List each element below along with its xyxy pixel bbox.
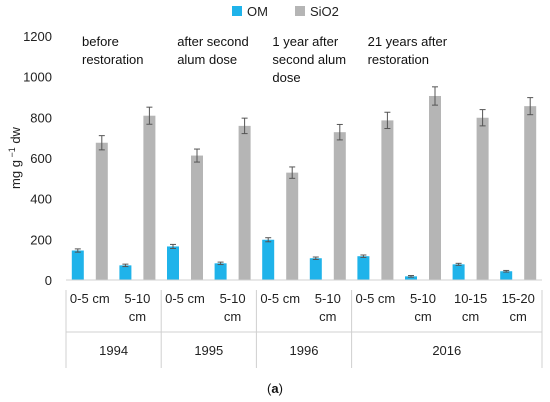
bar-om: [357, 256, 370, 280]
x-tick-label: 15-20: [502, 291, 535, 306]
y-tick-label: 400: [30, 192, 52, 207]
bar-sio2: [143, 115, 156, 280]
error-bars: [74, 86, 534, 278]
legend-swatch-om: [232, 6, 242, 16]
x-tick-label: 5-10: [220, 291, 246, 306]
annotation-line: alum dose: [177, 52, 237, 67]
bar-sio2: [191, 155, 203, 280]
x-tick-label: 0-5 cm: [165, 291, 205, 306]
y-tick-label: 0: [45, 273, 52, 288]
annotation-line: second alum: [272, 52, 346, 67]
y-tick-label: 200: [30, 232, 52, 247]
annotation-2: 1 year after second alum dose: [272, 34, 346, 85]
y-axis-ticks: 0 200 400 600 800 1000 1200: [23, 29, 52, 288]
group-label-1994: 1994: [99, 343, 128, 358]
annotation-1: after second alum dose: [177, 34, 249, 67]
bar-om: [119, 265, 132, 280]
legend-swatch-sio2: [295, 6, 305, 16]
bar-om: [167, 246, 179, 280]
group-label-1995: 1995: [194, 343, 223, 358]
annotation-3: 21 years after restoration: [368, 34, 448, 67]
bar-sio2: [333, 132, 346, 280]
group-label-2016: 2016: [432, 343, 461, 358]
annotation-line: 1 year after: [272, 34, 338, 49]
legend: OM SiO2: [232, 4, 339, 19]
annotation-line: dose: [272, 70, 300, 85]
bar-sio2: [524, 106, 537, 281]
bar-sio2: [476, 117, 489, 281]
x-tick-label-line2: cm: [129, 309, 146, 324]
bar-sio2: [429, 95, 441, 280]
bar-sio2: [381, 120, 394, 280]
y-tick-label: 600: [30, 151, 52, 166]
bar-om: [405, 276, 417, 280]
annotation-line: before: [82, 34, 119, 49]
bar-om: [452, 264, 465, 280]
y-axis-label: mg g −1 dw: [7, 126, 23, 189]
x-tick-label-line2: cm: [462, 309, 479, 324]
group-label-1996: 1996: [290, 343, 319, 358]
annotations: before restoration after second alum dose 1 …: [82, 34, 448, 85]
bar-sio2: [95, 142, 108, 280]
bar-sio2: [238, 125, 251, 280]
annotation-0: before restoration: [82, 34, 143, 67]
bar-om: [309, 258, 322, 280]
annotation-line: restoration: [368, 52, 429, 67]
legend-label-om: OM: [247, 4, 268, 19]
x-tick-label: 5-10: [124, 291, 150, 306]
caption: (a): [267, 381, 283, 396]
y-tick-label: 1000: [23, 70, 52, 85]
x-tick-label-line2: cm: [414, 309, 431, 324]
bar-om: [214, 263, 227, 280]
figure-caption: (a): [267, 381, 283, 396]
x-tick-label-line2: cm: [224, 309, 241, 324]
x-tick-label: 0-5 cm: [260, 291, 300, 306]
x-tick-label: 10-15: [454, 291, 487, 306]
legend-label-sio2: SiO2: [310, 4, 339, 19]
x-axis: 0-5 cm 5-10 cm 0-5 cm 5-10 cm 0-5 cm 5-10 cm 0-5 …: [65, 279, 543, 368]
x-tick-label-line2: cm: [510, 309, 527, 324]
bar-om: [262, 239, 275, 280]
annotation-line: after second: [177, 34, 249, 49]
x-tick-label-line2: cm: [319, 309, 336, 324]
bar-sio2: [286, 172, 299, 280]
x-tick-label: 5-10: [315, 291, 341, 306]
x-tick-label: 0-5 cm: [70, 291, 110, 306]
x-tick-label: 5-10: [410, 291, 436, 306]
annotation-line: restoration: [82, 52, 143, 67]
bar-om: [71, 250, 84, 280]
annotation-line: 21 years after: [368, 34, 448, 49]
x-tick-label: 0-5 cm: [356, 291, 396, 306]
y-tick-label: 800: [30, 110, 52, 125]
y-axis-title: mg g −1 dw: [7, 126, 23, 189]
bars: [71, 95, 537, 281]
bar-om: [500, 271, 513, 280]
y-tick-label: 1200: [23, 29, 52, 44]
